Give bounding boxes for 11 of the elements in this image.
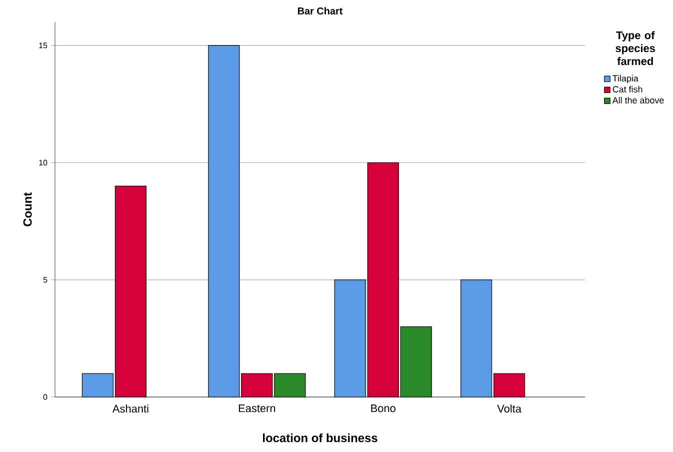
x-tick-label: Volta (497, 404, 522, 413)
legend-label: All the above (612, 96, 664, 104)
x-tick-label: Ashanti (112, 404, 148, 413)
legend-label: Tilapia (612, 74, 638, 84)
y-axis-title: Count (23, 192, 32, 226)
chart-title: Bar Chart (298, 7, 343, 14)
x-tick-label: Bono (371, 404, 396, 412)
legend-label: Cat fish (612, 86, 642, 92)
x-axis-title: location of business (263, 433, 378, 442)
x-tick-label: Eastern (238, 404, 276, 412)
legend-title: Type of species farmed (616, 31, 656, 66)
